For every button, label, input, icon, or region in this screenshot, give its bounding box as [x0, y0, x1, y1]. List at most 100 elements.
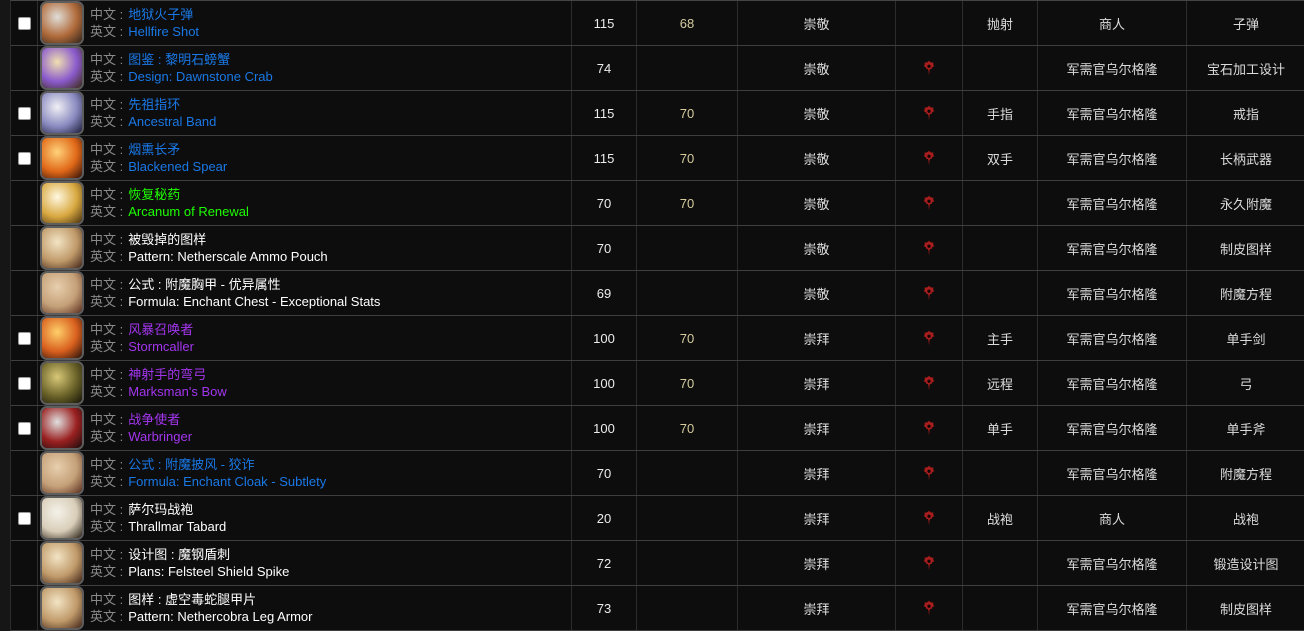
required-level-cell: 70	[637, 91, 738, 135]
item-name-en[interactable]: Ancestral Band	[128, 114, 217, 129]
item-name-cn[interactable]: 战争使者	[128, 412, 181, 427]
en-label: 英文 :	[90, 339, 124, 354]
source-cell: 军需官乌尔格隆	[1038, 91, 1187, 135]
row-select-checkbox[interactable]	[17, 331, 31, 345]
item-name-cn[interactable]: 地狱火子弹	[128, 7, 194, 22]
item-name-cn[interactable]: 神射手的弯弓	[128, 367, 207, 382]
flaming-sword-icon[interactable]	[40, 316, 84, 360]
row-select-checkbox[interactable]	[17, 106, 31, 120]
item-name-en[interactable]: Design: Dawnstone Crab	[128, 69, 273, 84]
item-name-cn[interactable]: 图样 : 虚空毒蛇腿甲片	[128, 592, 257, 607]
item-name-cn[interactable]: 公式 : 附魔胸甲 - 优异属性	[128, 277, 281, 292]
row-select-cell	[11, 406, 38, 450]
slot-cell: 单手	[963, 406, 1038, 450]
reputation-cell: 崇敬	[738, 46, 896, 90]
item-level: 70	[596, 195, 612, 211]
item-level: 74	[596, 60, 612, 76]
item-level-cell: 115	[572, 136, 637, 180]
axe-icon[interactable]	[40, 406, 84, 450]
item-name-en[interactable]: Thrallmar Tabard	[128, 519, 227, 534]
row-select-checkbox[interactable]	[17, 376, 31, 390]
faction-cell	[896, 91, 963, 135]
source: 军需官乌尔格隆	[1066, 331, 1158, 347]
design-scroll-icon[interactable]	[40, 46, 84, 90]
type-cell: 制皮图样	[1187, 586, 1304, 630]
cn-label: 中文 :	[90, 547, 124, 562]
item-name-en[interactable]: Marksman's Bow	[128, 384, 227, 399]
item-level-cell: 115	[572, 91, 637, 135]
pattern-scroll-icon[interactable]	[40, 226, 84, 270]
item-name-cn[interactable]: 公式 : 附魔披风 - 狡诈	[128, 457, 255, 472]
row-select-checkbox[interactable]	[17, 421, 31, 435]
item-type: 战袍	[1232, 511, 1259, 527]
required-level: 68	[679, 15, 695, 31]
item-level-cell: 100	[572, 361, 637, 405]
type-cell: 弓	[1187, 361, 1304, 405]
slot-cell	[963, 586, 1038, 630]
bullet-icon[interactable]	[40, 1, 84, 45]
item-name-en[interactable]: Plans: Felsteel Shield Spike	[128, 564, 290, 579]
formula-scroll-icon[interactable]	[40, 271, 84, 315]
item-name-en[interactable]: Formula: Enchant Cloak - Subtlety	[128, 474, 327, 489]
item-name-cn[interactable]: 烟熏长矛	[128, 142, 181, 157]
item-name-cn[interactable]: 萨尔玛战袍	[128, 502, 194, 517]
cn-label: 中文 :	[90, 367, 124, 382]
item-type: 子弹	[1232, 16, 1259, 32]
en-label: 英文 :	[90, 474, 124, 489]
item-name-en[interactable]: Stormcaller	[128, 339, 194, 354]
row-select-cell	[11, 271, 38, 315]
item-name-en[interactable]: Pattern: Nethercobra Leg Armor	[128, 609, 313, 624]
horde-faction-icon	[921, 150, 937, 166]
cn-label: 中文 :	[90, 7, 124, 22]
item-type: 单手剑	[1226, 331, 1266, 347]
item-type: 单手斧	[1226, 421, 1266, 437]
reputation-cell: 崇敬	[738, 136, 896, 180]
item-name-cn[interactable]: 风暴召唤者	[128, 322, 194, 337]
cn-label: 中文 :	[90, 142, 124, 157]
plans-scroll-icon[interactable]	[40, 541, 84, 585]
cn-label: 中文 :	[90, 232, 124, 247]
tabard-icon[interactable]	[40, 496, 84, 540]
reputation-standing: 崇拜	[803, 421, 830, 437]
item-name-cn[interactable]: 图鉴 : 黎明石螃蟹	[128, 52, 231, 67]
faction-cell	[896, 451, 963, 495]
item-name-en[interactable]: Arcanum of Renewal	[128, 204, 249, 219]
spear-icon[interactable]	[40, 136, 84, 180]
table-row: 中文 : 公式 : 附魔胸甲 - 优异属性 英文 : Formula: Enchan…	[11, 271, 1304, 316]
pattern-scroll-icon[interactable]	[40, 586, 84, 630]
reputation-standing: 崇拜	[803, 466, 830, 482]
ring-icon[interactable]	[40, 91, 84, 135]
row-select-checkbox[interactable]	[17, 151, 31, 165]
item-name-cn[interactable]: 被毁掉的图样	[128, 232, 207, 247]
arcanum-icon[interactable]	[40, 181, 84, 225]
item-type: 宝石加工设计	[1206, 61, 1285, 77]
item-type: 制皮图样	[1219, 601, 1272, 617]
item-name-cn[interactable]: 恢复秘药	[128, 187, 181, 202]
source-cell: 军需官乌尔格隆	[1038, 541, 1187, 585]
en-label: 英文 :	[90, 249, 124, 264]
reputation-standing: 崇拜	[803, 511, 830, 527]
row-select-checkbox[interactable]	[17, 16, 31, 30]
required-level: 70	[679, 105, 695, 121]
formula-scroll-icon[interactable]	[40, 451, 84, 495]
item-type: 附魔方程	[1219, 286, 1272, 302]
item-name-en[interactable]: Hellfire Shot	[128, 24, 200, 39]
item-name-en[interactable]: Formula: Enchant Chest - Exceptional Sta…	[128, 294, 381, 309]
row-select-cell	[11, 361, 38, 405]
required-level: 70	[679, 330, 695, 346]
item-name-en[interactable]: Warbringer	[128, 429, 193, 444]
source-cell: 军需官乌尔格隆	[1038, 46, 1187, 90]
item-name-cn[interactable]: 设计图 : 魔钢盾刺	[128, 547, 231, 562]
item-level: 115	[593, 150, 615, 166]
required-level-cell	[637, 46, 738, 90]
item-level: 20	[596, 510, 612, 526]
item-name-cn[interactable]: 先祖指环	[128, 97, 181, 112]
bow-icon[interactable]	[40, 361, 84, 405]
required-level: 70	[679, 150, 695, 166]
source: 军需官乌尔格隆	[1066, 151, 1158, 167]
slot-cell	[963, 451, 1038, 495]
item-name-en[interactable]: Blackened Spear	[128, 159, 228, 174]
item-name-en[interactable]: Pattern: Netherscale Ammo Pouch	[128, 249, 328, 264]
equip-slot: 主手	[986, 331, 1013, 347]
row-select-checkbox[interactable]	[17, 511, 31, 525]
